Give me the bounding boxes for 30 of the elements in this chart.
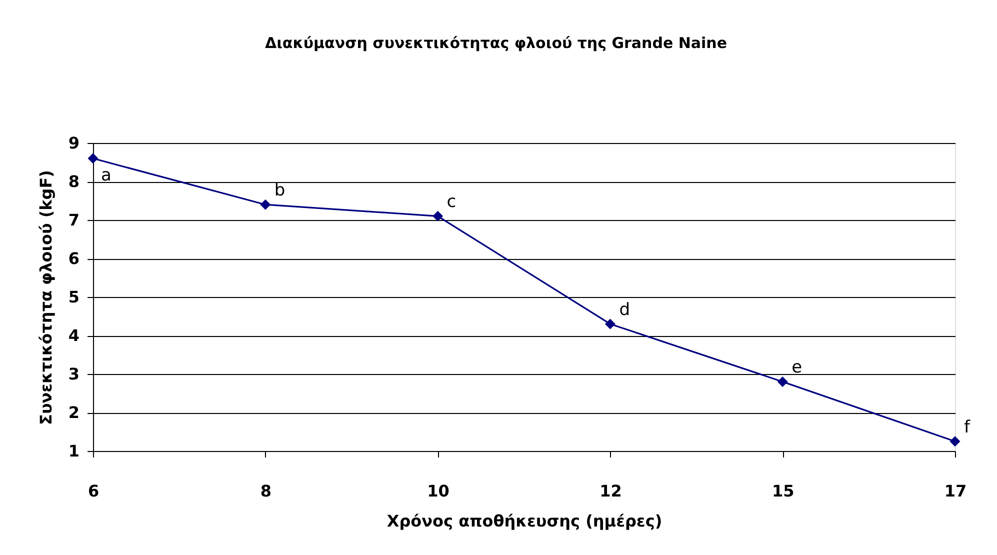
y-tick-label: 3: [68, 364, 80, 384]
annotation: f: [964, 417, 971, 438]
y-axis-title: Συνεκτικότητα φλοιού (kgF): [36, 170, 56, 425]
x-tick-label: 6: [88, 482, 100, 500]
y-tick-label: 9: [68, 134, 80, 152]
point: [950, 436, 960, 447]
point: [777, 376, 788, 387]
y-tick-label: 5: [68, 288, 80, 306]
y-tick-label: 4: [68, 326, 80, 345]
point: [432, 210, 444, 222]
y-tick-label: 6: [68, 249, 80, 268]
point: [260, 199, 271, 210]
annotation: e: [792, 358, 802, 378]
y-tick-label: 7: [68, 210, 80, 230]
y-tick-label: 2: [68, 403, 80, 422]
annotation: a: [101, 165, 112, 186]
annotation: c: [446, 192, 456, 212]
annotation: b: [274, 180, 286, 201]
point: [88, 153, 98, 164]
x-tick-label: 12: [600, 482, 622, 500]
x-tick-label: 10: [427, 482, 450, 500]
annotation: d: [619, 300, 630, 320]
x-tick-label: 15: [772, 482, 794, 500]
chart-title: Διακύμανση συνεκτικότητας φλοιού της Grande Naine: [264, 34, 728, 52]
x-tick-label: 8: [260, 482, 272, 500]
point: [604, 318, 616, 330]
x-tick-label: 17: [944, 482, 967, 500]
y-tick-label: 1: [68, 442, 80, 460]
y-tick-label: 8: [68, 172, 80, 191]
x-axis-title: Χρόνος αποθήκευσης (ημέρες): [386, 512, 662, 530]
